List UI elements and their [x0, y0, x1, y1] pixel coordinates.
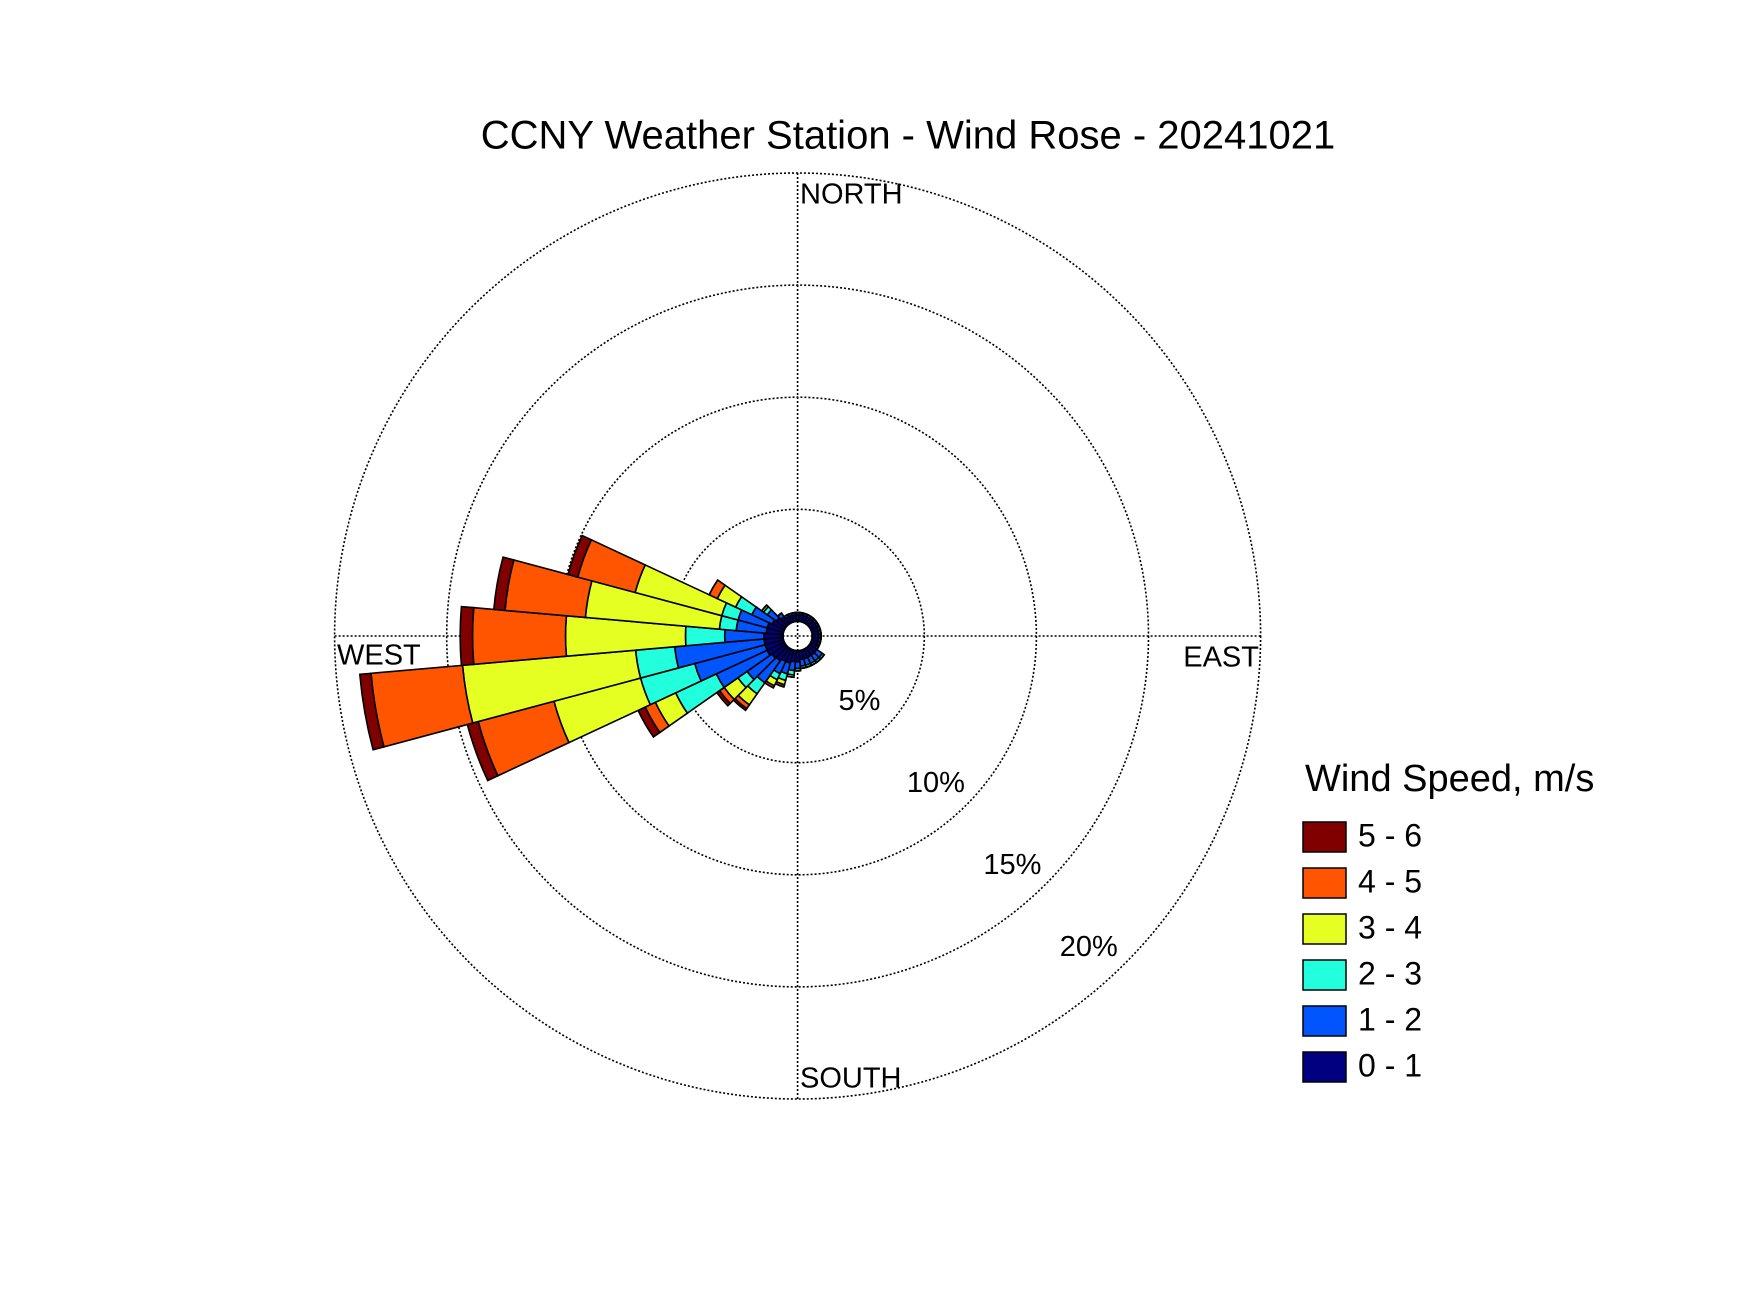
legend-label: 3 - 4	[1358, 909, 1422, 945]
direction-label: WEST	[337, 640, 421, 672]
legend-title: Wind Speed, m/s	[1305, 758, 1594, 800]
legend-label: 0 - 1	[1358, 1047, 1422, 1083]
direction-label: SOUTH	[800, 1063, 902, 1095]
wedge	[370, 664, 474, 748]
wedge	[492, 556, 515, 612]
grid-ring	[445, 284, 1150, 988]
ring-label: 15%	[983, 849, 1041, 881]
wedge	[459, 605, 475, 667]
wedge	[358, 672, 385, 751]
direction-label: EAST	[1183, 642, 1259, 674]
chart-title: CCNY Weather Station - Wind Rose - 20241…	[481, 114, 1336, 158]
legend-swatch	[1302, 867, 1347, 899]
ring-label: 20%	[1060, 931, 1118, 963]
legend-swatch	[1302, 959, 1347, 991]
wedge	[471, 606, 568, 666]
direction-label: NORTH	[800, 179, 903, 211]
ring-label: 5%	[838, 685, 880, 717]
legend-swatch	[1302, 1005, 1347, 1037]
ring-label: 10%	[907, 767, 965, 799]
legend-label: 2 - 3	[1358, 955, 1422, 991]
legend-swatch	[1302, 1051, 1347, 1083]
grid-ring	[333, 172, 1262, 1100]
legend-swatch	[1302, 821, 1347, 853]
legend-swatch	[1302, 913, 1347, 945]
wedge	[761, 604, 768, 612]
legend-label: 4 - 5	[1358, 863, 1422, 899]
legend-label: 5 - 6	[1358, 817, 1422, 853]
wedge	[791, 611, 796, 615]
wedge	[567, 534, 593, 579]
wedge	[800, 666, 807, 670]
legend-label: 1 - 2	[1358, 1001, 1422, 1037]
